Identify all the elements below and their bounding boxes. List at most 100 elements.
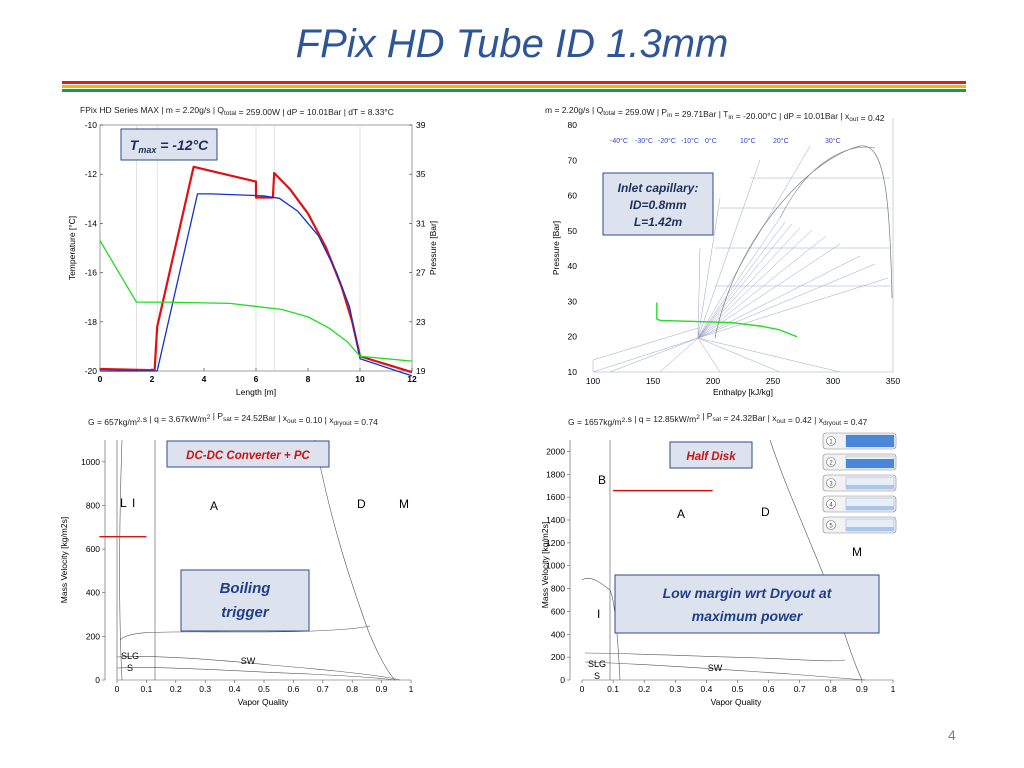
y-tick-label: 0	[95, 675, 100, 685]
boiling-trigger-box: Boiling trigger	[180, 569, 310, 632]
region-A: A	[677, 507, 685, 521]
y-tick-label: -14	[85, 218, 98, 228]
x-tick-label: 0.8	[825, 684, 837, 694]
region-S: S	[594, 671, 600, 681]
x-tick-label: 150	[646, 376, 660, 386]
chart3-ylabel: Mass Velocity [kg/m2s]	[59, 517, 69, 603]
x-tick-label: 0	[98, 374, 103, 384]
region-SLG: SLG	[588, 659, 606, 669]
chart4-boundaries	[581, 439, 866, 681]
process-line	[656, 302, 798, 338]
region-SW: SW	[241, 656, 256, 666]
dryout-label-line1: Low margin wrt Dryout at	[663, 585, 833, 601]
y-tick-label: -12	[85, 169, 98, 179]
y2-tick-label: 23	[416, 317, 426, 327]
inlet-capillary-box: Inlet capillary: ID=0.8mm L=1.42m	[602, 172, 714, 236]
y-tick-label: 1800	[546, 469, 565, 479]
dryout-label-line2: maximum power	[692, 608, 804, 624]
x-tick-label: 12	[407, 374, 417, 384]
y-tick-label: 60	[568, 191, 578, 201]
y-tick-label: 800	[86, 500, 100, 510]
x-tick-label: 1	[409, 684, 414, 694]
inlet-capillary-id: ID=0.8mm	[629, 198, 686, 212]
isotherm-label: -10°C	[681, 137, 699, 145]
x-tick-label: 6	[254, 374, 259, 384]
y-tick-label: 1000	[81, 457, 100, 467]
chart2-title: m = 2.20g/s | Qtotal = 259.0W | Pin = 29…	[545, 105, 885, 123]
region-SLG: SLG	[121, 651, 139, 661]
trigger-label: trigger	[221, 604, 270, 621]
isotherm-label: 20°C	[773, 137, 789, 145]
ph-3d-grid	[592, 118, 894, 373]
y2-tick-label: 35	[416, 169, 426, 179]
flow-pattern-number: 2	[829, 461, 833, 467]
rule-yellow	[62, 85, 966, 88]
region-B: B	[598, 473, 606, 487]
flow-pattern-icon: 2	[822, 453, 897, 471]
x-tick-label: 0.9	[376, 684, 388, 694]
chart2-frame	[593, 125, 893, 372]
y2-tick-label: 39	[416, 120, 426, 130]
y-tick-label: 30	[568, 296, 578, 306]
y-tick-label: 200	[551, 652, 565, 662]
chart1-xlabel: Length [m]	[236, 387, 276, 397]
x-tick-label: 0	[115, 684, 120, 694]
isotherm-label: 30°C	[825, 137, 841, 145]
isotherm-label: -30°C	[635, 137, 653, 145]
x-tick-label: 0.4	[229, 684, 241, 694]
tmax-annotation-box: Tmax = -12°C	[120, 128, 218, 161]
region-D: D	[357, 497, 366, 511]
x-tick-label: 300	[826, 376, 840, 386]
chart3-xlabel: Vapor Quality	[238, 697, 290, 707]
y-tick-label: 2000	[546, 446, 565, 456]
series-line-2	[100, 193, 413, 377]
y-tick-label: 1600	[546, 492, 565, 502]
y-tick-label: 20	[568, 332, 578, 342]
inlet-capillary-length: L=1.42m	[634, 215, 683, 229]
pressure-enthalpy-chart: m = 2.20g/s | Qtotal = 259.0W | Pin = 29…	[545, 105, 900, 397]
halfdisk-label: Half Disk	[686, 451, 736, 463]
x-tick-label: 2	[150, 374, 155, 384]
dryout-margin-box: Low margin wrt Dryout at maximum power	[614, 574, 880, 634]
slide-title: FPix HD Tube ID 1.3mm	[295, 22, 729, 66]
region-M: M	[852, 545, 862, 559]
region-L: L	[120, 496, 127, 510]
region-D: D	[761, 505, 770, 519]
temperature-pressure-chart: FPix HD Series MAX | m = 2.20g/s | Qtota…	[67, 105, 438, 397]
dcdc-label: DC-DC Converter + PC	[186, 450, 310, 462]
x-tick-label: 1	[891, 684, 896, 694]
flow-pattern-number: 4	[829, 503, 833, 509]
y-tick-label: 1200	[546, 538, 565, 548]
x-tick-label: 0.5	[732, 684, 744, 694]
y-tick-label: 50	[568, 226, 578, 236]
isotherm-label: -40°C	[610, 137, 628, 145]
flow-pattern-number: 5	[829, 524, 833, 530]
chart4-xlabel: Vapor Quality	[711, 697, 763, 707]
y-tick-label: -20	[85, 366, 98, 376]
x-tick-label: 0.9	[856, 684, 868, 694]
y-tick-label: 200	[86, 631, 100, 641]
y2-tick-label: 27	[416, 268, 426, 278]
x-tick-label: 100	[586, 376, 600, 386]
y-tick-label: -18	[85, 317, 98, 327]
x-tick-label: 200	[706, 376, 720, 386]
x-tick-label: 0.6	[763, 684, 775, 694]
chart4-ylabel: Mass Velocity [kg/m2s]	[540, 522, 550, 608]
dcdc-label-box: DC-DC Converter + PC	[166, 440, 330, 468]
chart1-title: FPix HD Series MAX | m = 2.20g/s | Qtota…	[80, 105, 394, 117]
x-tick-label: 0.3	[199, 684, 211, 694]
x-tick-label: 0.2	[170, 684, 182, 694]
x-tick-label: 10	[355, 374, 365, 384]
y-tick-label: 80	[568, 120, 578, 130]
tmax-annotation: Tmax = -12°C	[130, 137, 209, 155]
saturation-dome-inner	[779, 146, 876, 219]
y-tick-label: -10	[85, 120, 98, 130]
x-tick-label: 250	[766, 376, 780, 386]
x-tick-label: 0.6	[287, 684, 299, 694]
region-I: I	[132, 496, 135, 510]
y2-tick-label: 31	[416, 218, 426, 228]
flow-pattern-icon: 4	[822, 495, 897, 513]
y-tick-label: -16	[85, 268, 98, 278]
rule-red	[62, 81, 966, 84]
isotherm-label: 0°C	[705, 137, 717, 145]
